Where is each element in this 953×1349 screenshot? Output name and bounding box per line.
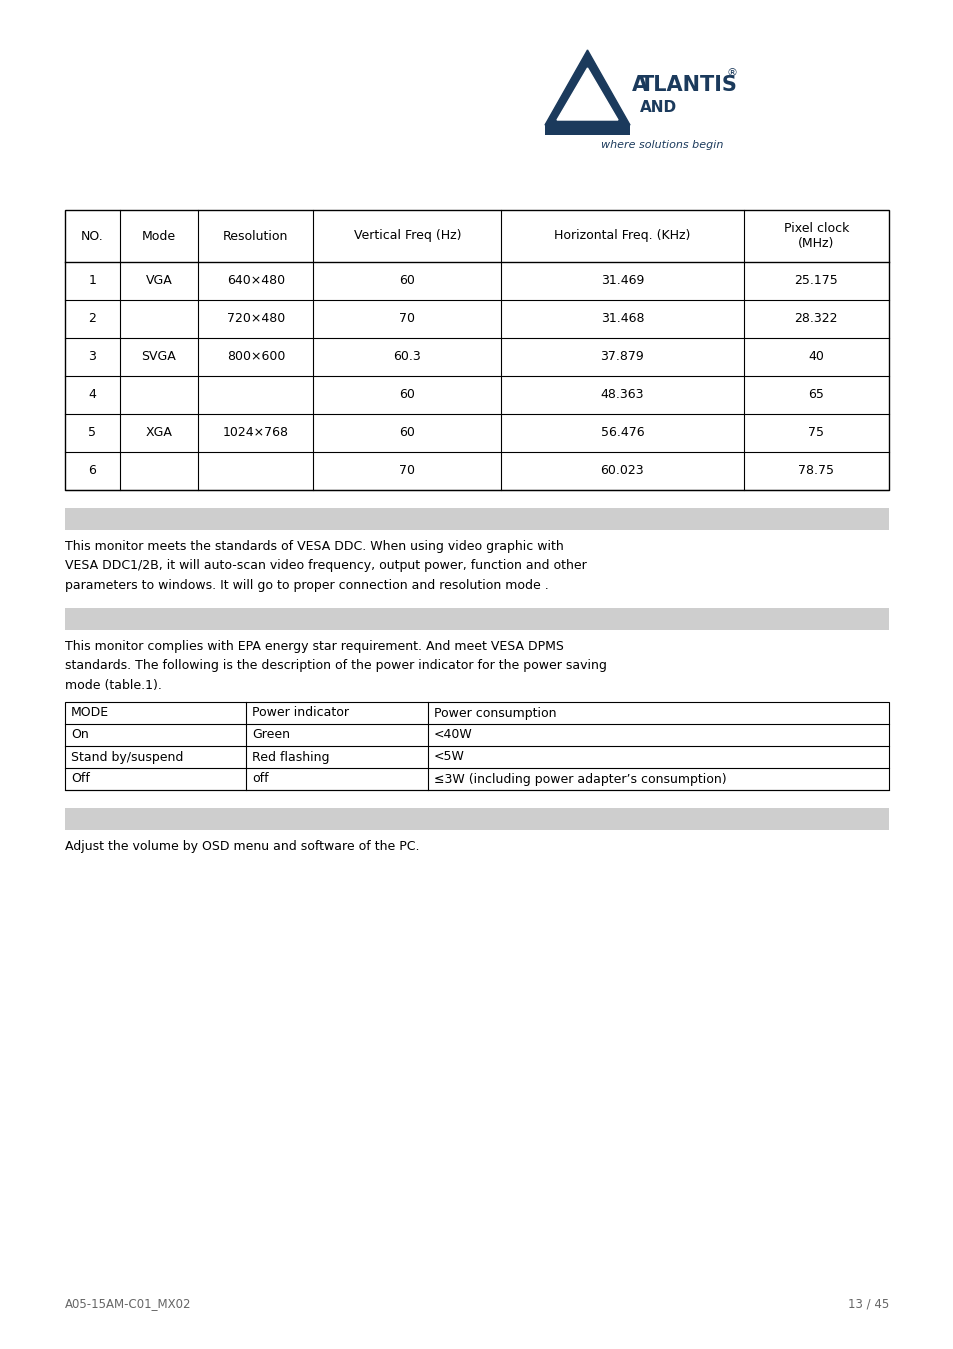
- Text: Power indicator: Power indicator: [253, 707, 349, 719]
- Text: 3: 3: [89, 351, 96, 363]
- Text: Vertical Freq (Hz): Vertical Freq (Hz): [354, 229, 460, 243]
- Text: 800×600: 800×600: [227, 351, 285, 363]
- Text: 60: 60: [399, 426, 415, 440]
- Text: TLANTIS: TLANTIS: [639, 76, 737, 94]
- Text: Green: Green: [253, 728, 290, 742]
- Text: 31.468: 31.468: [600, 313, 643, 325]
- Text: 70: 70: [399, 464, 415, 478]
- Text: 65: 65: [807, 389, 823, 402]
- Text: 56.476: 56.476: [600, 426, 643, 440]
- Text: 60: 60: [399, 274, 415, 287]
- Text: 70: 70: [399, 313, 415, 325]
- Text: 2: 2: [89, 313, 96, 325]
- Text: A05-15AM-C01_MX02: A05-15AM-C01_MX02: [65, 1298, 192, 1310]
- Polygon shape: [544, 50, 629, 125]
- Text: 31.469: 31.469: [600, 274, 643, 287]
- Text: Resolution: Resolution: [223, 229, 288, 243]
- Text: 40: 40: [807, 351, 823, 363]
- Text: This monitor meets the standards of VESA DDC. When using video graphic with
VESA: This monitor meets the standards of VESA…: [65, 540, 586, 592]
- Text: This monitor complies with EPA energy star requirement. And meet VESA DPMS
stand: This monitor complies with EPA energy st…: [65, 639, 606, 692]
- Text: A: A: [631, 76, 647, 94]
- Text: Mode: Mode: [142, 229, 175, 243]
- Text: On: On: [71, 728, 89, 742]
- Bar: [65, 509, 888, 530]
- Text: SVGA: SVGA: [141, 351, 176, 363]
- Text: 5: 5: [89, 426, 96, 440]
- Bar: [65, 608, 888, 630]
- Text: XGA: XGA: [145, 426, 172, 440]
- Text: 60.3: 60.3: [393, 351, 421, 363]
- Text: Pixel clock
(MHz): Pixel clock (MHz): [782, 221, 848, 251]
- Text: 60: 60: [399, 389, 415, 402]
- Text: Stand by/suspend: Stand by/suspend: [71, 750, 183, 764]
- Text: ®: ®: [726, 67, 738, 78]
- Text: 75: 75: [807, 426, 823, 440]
- Text: ≤3W (including power adapter’s consumption): ≤3W (including power adapter’s consumpti…: [434, 773, 726, 785]
- Text: Red flashing: Red flashing: [253, 750, 330, 764]
- Text: 720×480: 720×480: [227, 313, 285, 325]
- Text: 640×480: 640×480: [227, 274, 285, 287]
- Text: 25.175: 25.175: [794, 274, 838, 287]
- Text: where solutions begin: where solutions begin: [600, 140, 723, 150]
- Text: Adjust the volume by OSD menu and software of the PC.: Adjust the volume by OSD menu and softwa…: [65, 840, 419, 853]
- Bar: [65, 808, 888, 830]
- Polygon shape: [557, 67, 618, 120]
- Text: 60.023: 60.023: [600, 464, 643, 478]
- Text: <40W: <40W: [434, 728, 472, 742]
- Text: 28.322: 28.322: [794, 313, 837, 325]
- Text: <5W: <5W: [434, 750, 464, 764]
- Text: 6: 6: [89, 464, 96, 478]
- Bar: [544, 125, 629, 135]
- Text: 78.75: 78.75: [798, 464, 834, 478]
- Text: 48.363: 48.363: [600, 389, 643, 402]
- Text: MODE: MODE: [71, 707, 109, 719]
- Text: VGA: VGA: [146, 274, 172, 287]
- Text: 13 / 45: 13 / 45: [847, 1298, 888, 1310]
- Text: Horizontal Freq. (KHz): Horizontal Freq. (KHz): [554, 229, 690, 243]
- Text: 37.879: 37.879: [599, 351, 643, 363]
- Text: off: off: [253, 773, 269, 785]
- Text: 1: 1: [89, 274, 96, 287]
- Bar: [65, 701, 888, 791]
- Text: AND: AND: [639, 100, 677, 116]
- Text: NO.: NO.: [81, 229, 104, 243]
- Text: 4: 4: [89, 389, 96, 402]
- Text: Off: Off: [71, 773, 90, 785]
- Bar: [65, 210, 888, 490]
- Text: 1024×768: 1024×768: [223, 426, 289, 440]
- Text: Power consumption: Power consumption: [434, 707, 556, 719]
